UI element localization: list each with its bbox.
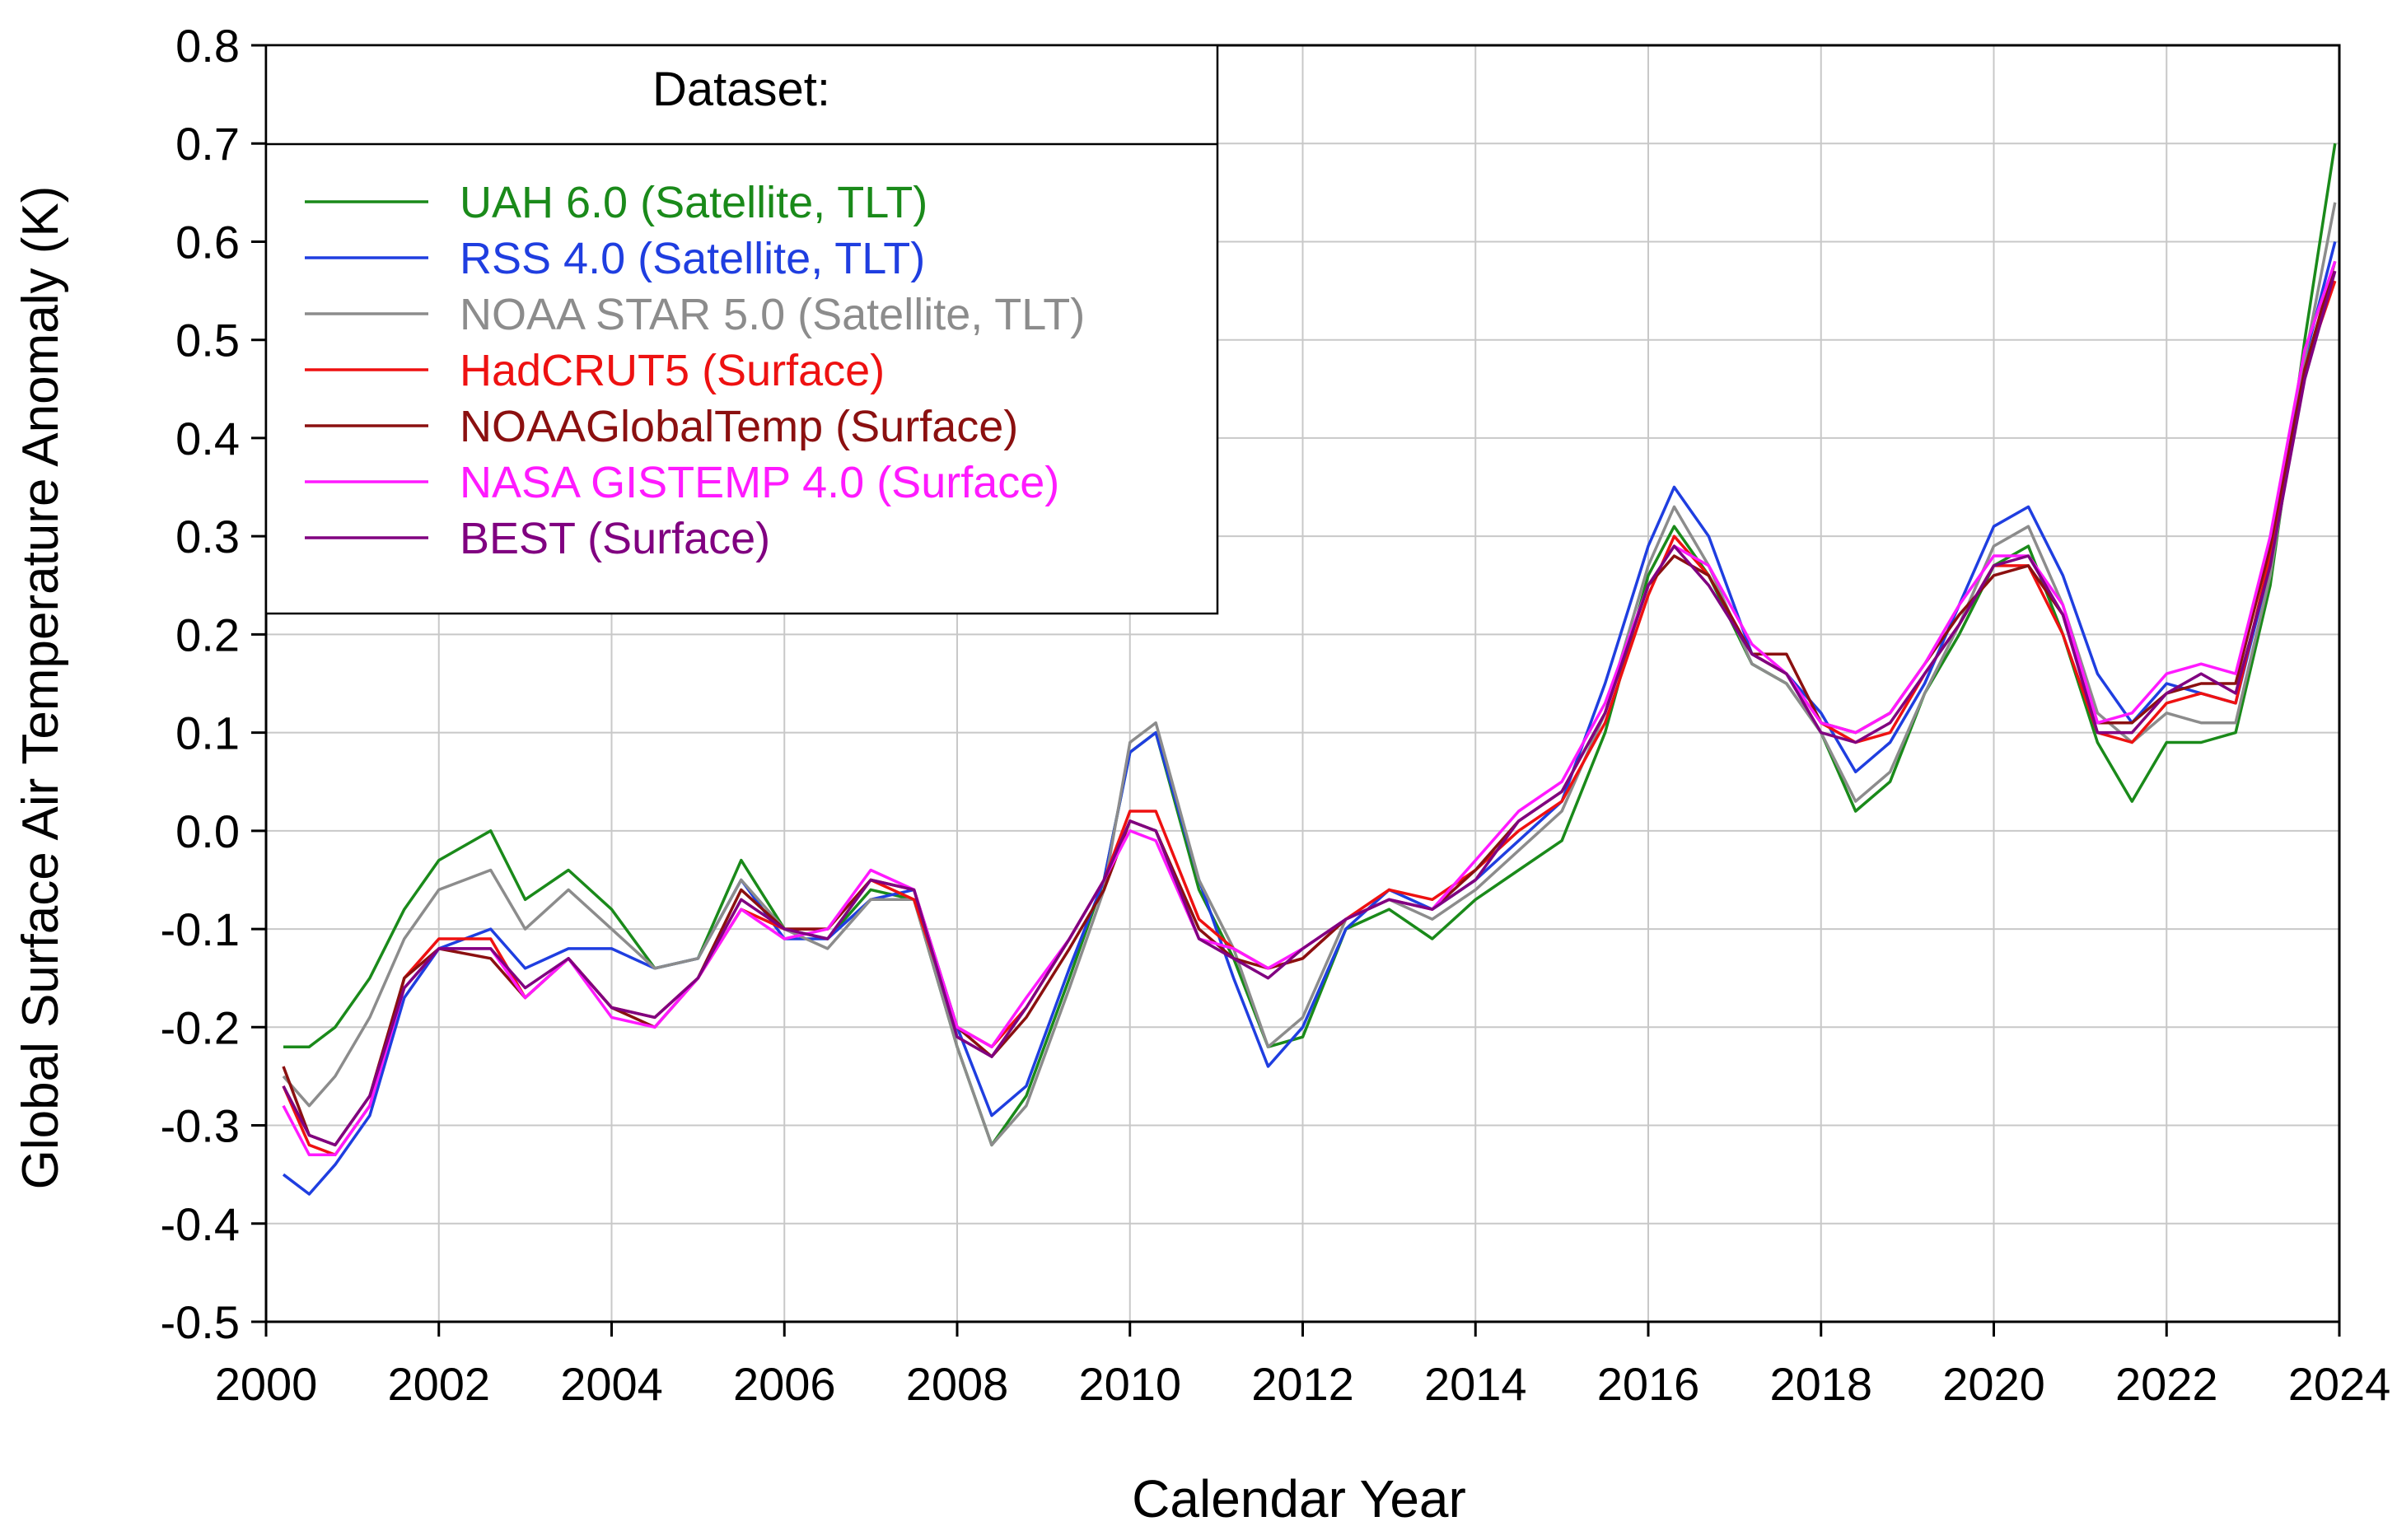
y-tick-label: 0.5 bbox=[175, 315, 240, 366]
legend-box bbox=[264, 44, 1219, 615]
legend-label: NASA GISTEMP 4.0 (Surface) bbox=[460, 458, 1059, 507]
series-line-6 bbox=[282, 270, 2337, 1147]
y-tick-label: -0.3 bbox=[161, 1100, 241, 1152]
x-tick-label: 2024 bbox=[2288, 1358, 2391, 1410]
tick-marks bbox=[251, 44, 2341, 1337]
series-line-4 bbox=[282, 260, 2337, 1147]
y-tick-label: 0.6 bbox=[175, 216, 240, 268]
legend-entries: UAH 6.0 (Satellite, TLT) RSS 4.0 (Satelli… bbox=[305, 178, 1085, 563]
x-tick-label: 2020 bbox=[1942, 1358, 2045, 1410]
x-tick-label: 2002 bbox=[387, 1358, 490, 1410]
legend-label: RSS 4.0 (Satellite, TLT) bbox=[460, 234, 925, 283]
x-axis-label: Calendar Year bbox=[1132, 1469, 1466, 1528]
y-axis-label: Global Surface Air Temperature Anomaly (… bbox=[12, 186, 69, 1190]
x-tick-label: 2010 bbox=[1078, 1358, 1181, 1410]
legend-title: Dataset: bbox=[652, 63, 830, 116]
x-tick-label: 2018 bbox=[1769, 1358, 1872, 1410]
y-tick-label: 0.4 bbox=[175, 413, 240, 464]
legend-label: UAH 6.0 (Satellite, TLT) bbox=[460, 178, 927, 227]
y-tick-label: 0.8 bbox=[175, 20, 240, 72]
legend-label: NOAAGlobalTemp (Surface) bbox=[460, 402, 1018, 451]
series-line-0 bbox=[283, 142, 2337, 1147]
legend-label: BEST (Surface) bbox=[460, 514, 770, 563]
x-tick-label: 2014 bbox=[1424, 1358, 1527, 1410]
y-tick-label: -0.2 bbox=[161, 1001, 241, 1053]
y-tick-label: -0.5 bbox=[161, 1296, 241, 1348]
legend-label: HadCRUT5 (Surface) bbox=[460, 346, 885, 395]
x-tick-label: 2022 bbox=[2115, 1358, 2218, 1410]
legend: Dataset: UAH 6.0 (Satellite, TLT) RSS 4.0… bbox=[264, 44, 1219, 615]
series-line-2 bbox=[282, 202, 2337, 1147]
y-tick-label: 0.2 bbox=[175, 609, 240, 660]
series-layer bbox=[282, 142, 2337, 1196]
y-tick-label: -0.4 bbox=[161, 1198, 241, 1250]
y-tick-label: 0.7 bbox=[175, 118, 240, 170]
y-tick-label: 0.0 bbox=[175, 805, 240, 857]
y-tick-label: -0.1 bbox=[161, 903, 241, 955]
x-tick-label: 2006 bbox=[733, 1358, 836, 1410]
x-tick-label: 2012 bbox=[1251, 1358, 1354, 1410]
x-tick-label: 2004 bbox=[560, 1358, 663, 1410]
x-tick-labels: 2000 2002 2004 2006 2008 2010 2012 2014 2016 2018… bbox=[215, 1358, 2391, 1410]
x-tick-label: 2000 bbox=[215, 1358, 318, 1410]
y-tick-label: 0.1 bbox=[175, 707, 240, 759]
y-tick-labels: -0.5 -0.4 -0.3 -0.2 -0.1 0.0 0.1 0.2 0.3 0.4 0.5 0.… bbox=[161, 20, 241, 1348]
x-tick-label: 2008 bbox=[906, 1358, 1009, 1410]
x-tick-label: 2016 bbox=[1597, 1358, 1700, 1410]
y-tick-label: 0.3 bbox=[175, 511, 240, 562]
series-line-1 bbox=[282, 241, 2337, 1196]
legend-label: NOAA STAR 5.0 (Satellite, TLT) bbox=[460, 290, 1085, 339]
